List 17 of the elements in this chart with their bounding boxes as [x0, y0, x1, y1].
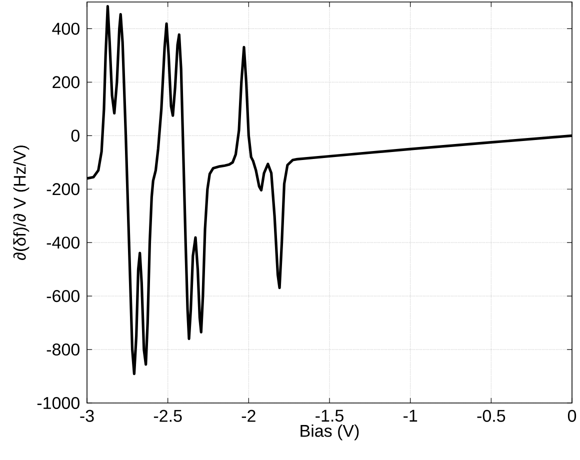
y-tick-label: 400 [52, 22, 80, 35]
x-tick-label: -1.5 [316, 410, 344, 422]
y-tick-label: 200 [52, 76, 80, 88]
y-axis-title: ∂(δf)/∂ V (Hz/V) [13, 146, 30, 260]
x-tick-label: -3 [80, 410, 94, 422]
x-tick-label: -1 [404, 410, 418, 422]
y-tick-label: -800 [46, 344, 80, 356]
y-tick-label: -1000 [37, 396, 80, 410]
y-tick-label: -200 [46, 183, 80, 196]
x-axis-title: Bias (V) [300, 424, 359, 440]
x-tick-label: 0 [568, 410, 576, 422]
x-tick-label: -2 [242, 410, 256, 422]
y-tick-label: 0 [71, 130, 80, 142]
y-tick-label: -400 [46, 236, 80, 249]
x-tick-label: -0.5 [477, 410, 506, 422]
y-tick-label: -600 [46, 290, 80, 302]
x-tick-label: -2.5 [154, 410, 182, 422]
